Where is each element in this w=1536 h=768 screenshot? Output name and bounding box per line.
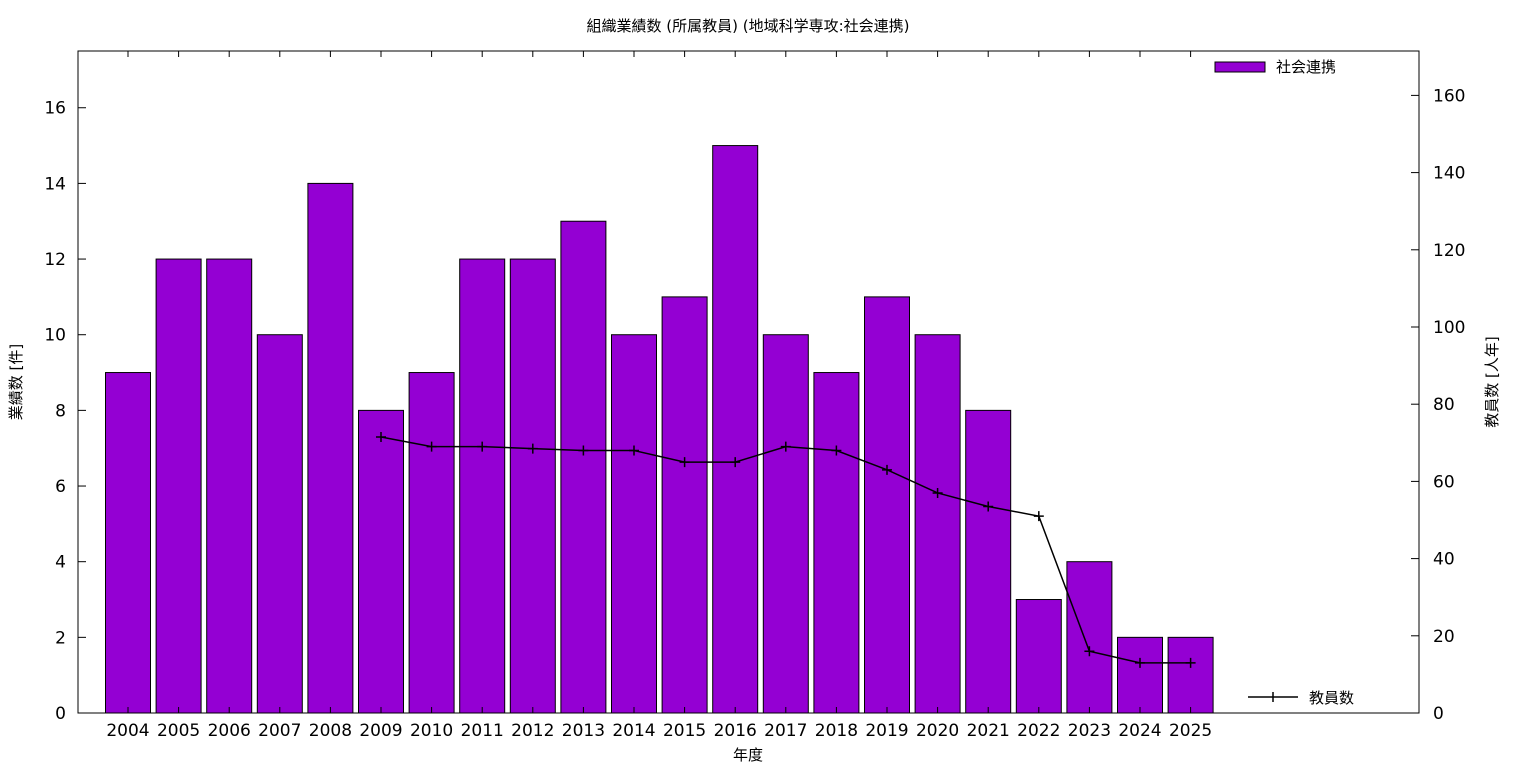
y2-tick-label-100: 100 [1433,318,1465,338]
bar-2016 [712,145,759,714]
y-tick-label-2: 2 [55,628,66,648]
bar-2008 [307,182,354,714]
bar-group [105,145,1214,714]
staff-count-point-2017 [780,441,791,452]
legend-line: 教員数 [1248,689,1354,707]
staff-count-point-2024 [1135,657,1145,668]
x-tick-label-2007: 2007 [258,721,301,741]
x-tick-label-2013: 2013 [562,721,605,741]
y2-tick-label-0: 0 [1433,704,1444,724]
x-tick-label-2016: 2016 [714,721,757,741]
x-tick-label-2012: 2012 [511,721,554,741]
staff-count-point-2013 [578,445,589,456]
y2-tick-label-140: 140 [1433,164,1465,184]
staff-count-point-2011 [477,441,488,452]
tick-group: 2004 2005 2006 2007 2008 2009 2010 2011 2012 2013… [44,51,1465,741]
staff-count-point-2014 [629,445,639,456]
staff-count-point-2019 [882,464,892,475]
bar-2025 [1167,636,1214,714]
bar-2010 [408,372,455,714]
x-tick-label-2004: 2004 [106,721,149,741]
x-tick-label-2023: 2023 [1068,721,1111,741]
y-tick-label-12: 12 [44,250,66,270]
staff-count-point-2016 [730,457,741,468]
bar-2004 [105,372,151,714]
bar-2013 [560,220,607,714]
staff-count-point-2009 [376,432,386,443]
y2-tick-label-20: 20 [1433,627,1455,647]
x-tick-label-2018: 2018 [815,721,858,741]
staff-count-point-2012 [527,443,538,454]
bar-2015 [661,296,708,714]
y2-tick-label-80: 80 [1433,395,1455,415]
y-axis-label: 業績数 [件] [7,344,25,420]
y2-tick-label-160: 160 [1433,86,1465,106]
x-tick-label-2015: 2015 [663,721,706,741]
bar-2009 [358,409,404,714]
x-axis-label: 年度 [733,746,763,764]
bar-2018 [813,372,860,714]
y-tick-label-10: 10 [44,326,66,346]
x-tick-label-2025: 2025 [1169,721,1212,741]
bar-2005 [155,258,202,714]
x-tick-label-2011: 2011 [461,721,504,741]
y-tick-label-0: 0 [55,704,66,724]
y2-axis-label: 教員数 [人年] [1483,336,1501,427]
staff-count-point-2025 [1185,657,1196,668]
y-tick-label-4: 4 [55,553,66,573]
bar-2024 [1117,636,1163,714]
bar-2020 [914,334,961,714]
staff-count-point-2010 [426,441,437,452]
staff-count-point-2021 [983,501,994,512]
staff-count-point-2022 [1033,511,1044,522]
x-tick-label-2017: 2017 [764,721,807,741]
y2-tick-label-40: 40 [1433,550,1455,570]
x-tick-label-2019: 2019 [865,721,908,741]
y2-tick-label-60: 60 [1433,472,1455,492]
staff-count-point-2015 [679,457,690,468]
bar-2021 [965,409,1012,714]
x-tick-label-2021: 2021 [967,721,1010,741]
staff-count-point-2023 [1084,646,1095,657]
bar-2006 [206,258,253,714]
bar-2022 [1015,599,1062,714]
y-tick-label-6: 6 [55,477,66,497]
bar-2007 [256,334,303,714]
x-tick-label-2014: 2014 [612,721,655,741]
y-tick-label-16: 16 [44,99,66,119]
x-tick-label-2009: 2009 [359,721,402,741]
legend-bar: 社会連携 [1214,58,1336,76]
y2-tick-label-120: 120 [1433,241,1465,261]
staff-count-point-2018 [831,445,842,456]
line-series-group [376,432,1196,668]
bar-2017 [762,334,809,714]
x-tick-label-2010: 2010 [410,721,453,741]
legend-line-label: 教員数 [1309,689,1354,707]
x-tick-label-2022: 2022 [1017,721,1060,741]
staff-count-point-2020 [932,487,943,498]
x-tick-label-2020: 2020 [916,721,959,741]
bar-2014 [611,334,657,714]
bar-2023 [1066,561,1113,714]
y-tick-label-14: 14 [44,174,66,194]
x-tick-label-2005: 2005 [157,721,200,741]
legend-bar-swatch [1214,61,1266,73]
bar-2019 [864,296,910,714]
x-tick-label-2024: 2024 [1118,721,1161,741]
x-tick-label-2006: 2006 [208,721,251,741]
y-tick-label-8: 8 [55,401,66,421]
chart-title: 組織業績数 (所属教員) (地域科学専攻:社会連携) [586,17,909,35]
x-tick-label-2008: 2008 [309,721,352,741]
bar-2011 [459,258,506,714]
bar-2012 [509,258,556,714]
legend-bar-label: 社会連携 [1276,58,1336,76]
